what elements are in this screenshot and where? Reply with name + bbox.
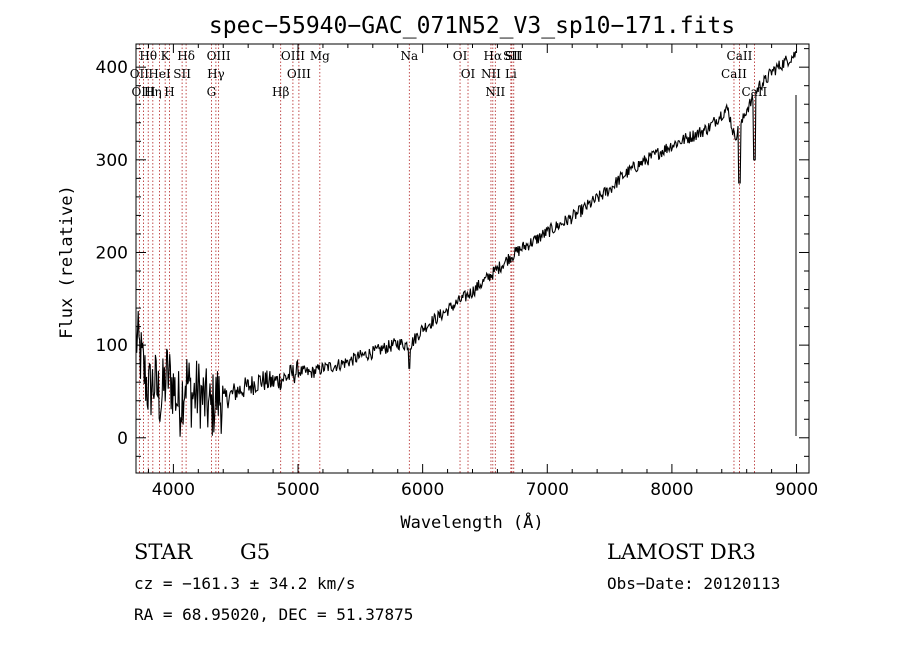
object-class: STAR: [134, 540, 193, 564]
spectral-line-label: Hη: [144, 85, 162, 99]
x-tick-label: 7000: [526, 480, 569, 500]
spectral-line-label: NII: [485, 85, 505, 99]
y-axis-ticks: 0 100 200 300 400: [96, 48, 809, 457]
spectral-line-label: G: [207, 85, 217, 99]
spectral-line-label: OI: [453, 49, 468, 63]
spectral-line-label: OIII: [281, 49, 305, 63]
x-tick-label: 5000: [276, 480, 319, 500]
spectral-line-label: HeI: [148, 67, 171, 81]
y-tick-label: 400: [96, 58, 128, 78]
spectrum-series-line: [135, 51, 797, 437]
spectral-line-label: CaII: [741, 85, 767, 99]
spectral-line-label: K: [161, 49, 171, 63]
y-tick-label: 0: [117, 429, 128, 449]
spectral-line-label: SII: [505, 49, 523, 63]
x-axis-label: Wavelength (Å): [400, 511, 543, 533]
spectral-line-label: Hδ: [177, 49, 195, 63]
spectral-line-label: NII: [481, 67, 501, 81]
spectral-line-label: SII: [173, 67, 191, 81]
spectral-line-label: Na: [400, 49, 418, 63]
spectral-line-label: Hθ: [139, 49, 157, 63]
spectral-line-label: OII: [130, 67, 150, 81]
spectral-subclass: G5: [240, 540, 270, 564]
spectral-line-label: CaII: [727, 49, 753, 63]
spectral-line-label: Hγ: [207, 67, 225, 81]
spectral-line-label: Mg: [310, 49, 330, 63]
spectral-line-label: OIII: [287, 67, 311, 81]
spectral-line-label: H: [164, 85, 174, 99]
chart-title: spec−55940−GAC_071N52_V3_sp10−171.fits: [209, 13, 735, 39]
survey-name: LAMOST DR3: [607, 540, 756, 564]
spectral-line-label: Li: [505, 67, 517, 81]
emission-absorption-lines: [138, 44, 755, 473]
x-tick-label: 9000: [775, 480, 818, 500]
spectral-line-label: OI: [461, 67, 476, 81]
spectral-line-label: SII: [503, 49, 521, 63]
observation-date: Obs−Date: 20120113: [607, 574, 780, 593]
y-axis-label: Flux (relative): [57, 185, 77, 339]
spectral-line-label: Hα: [484, 49, 503, 63]
x-tick-label: 6000: [401, 480, 444, 500]
spectral-line-label: OIII: [131, 85, 155, 99]
y-tick-label: 200: [96, 243, 128, 263]
x-axis-ticks: 4000 5000 6000 7000 8000 9000: [147, 44, 818, 500]
spectral-line-label: CaII: [721, 67, 747, 81]
x-tick-label: 8000: [650, 480, 693, 500]
plot-frame: [135, 43, 810, 474]
spectral-line-label: Hβ: [272, 85, 289, 99]
y-tick-label: 300: [96, 151, 128, 171]
x-tick-label: 4000: [152, 480, 195, 500]
ra-dec-coordinates: RA = 68.95020, DEC = 51.37875: [134, 605, 413, 624]
spectral-line-label: OIII: [207, 49, 231, 63]
y-tick-label: 100: [96, 336, 128, 356]
redshift-cz: cz = −161.3 ± 34.2 km/s: [134, 574, 356, 593]
